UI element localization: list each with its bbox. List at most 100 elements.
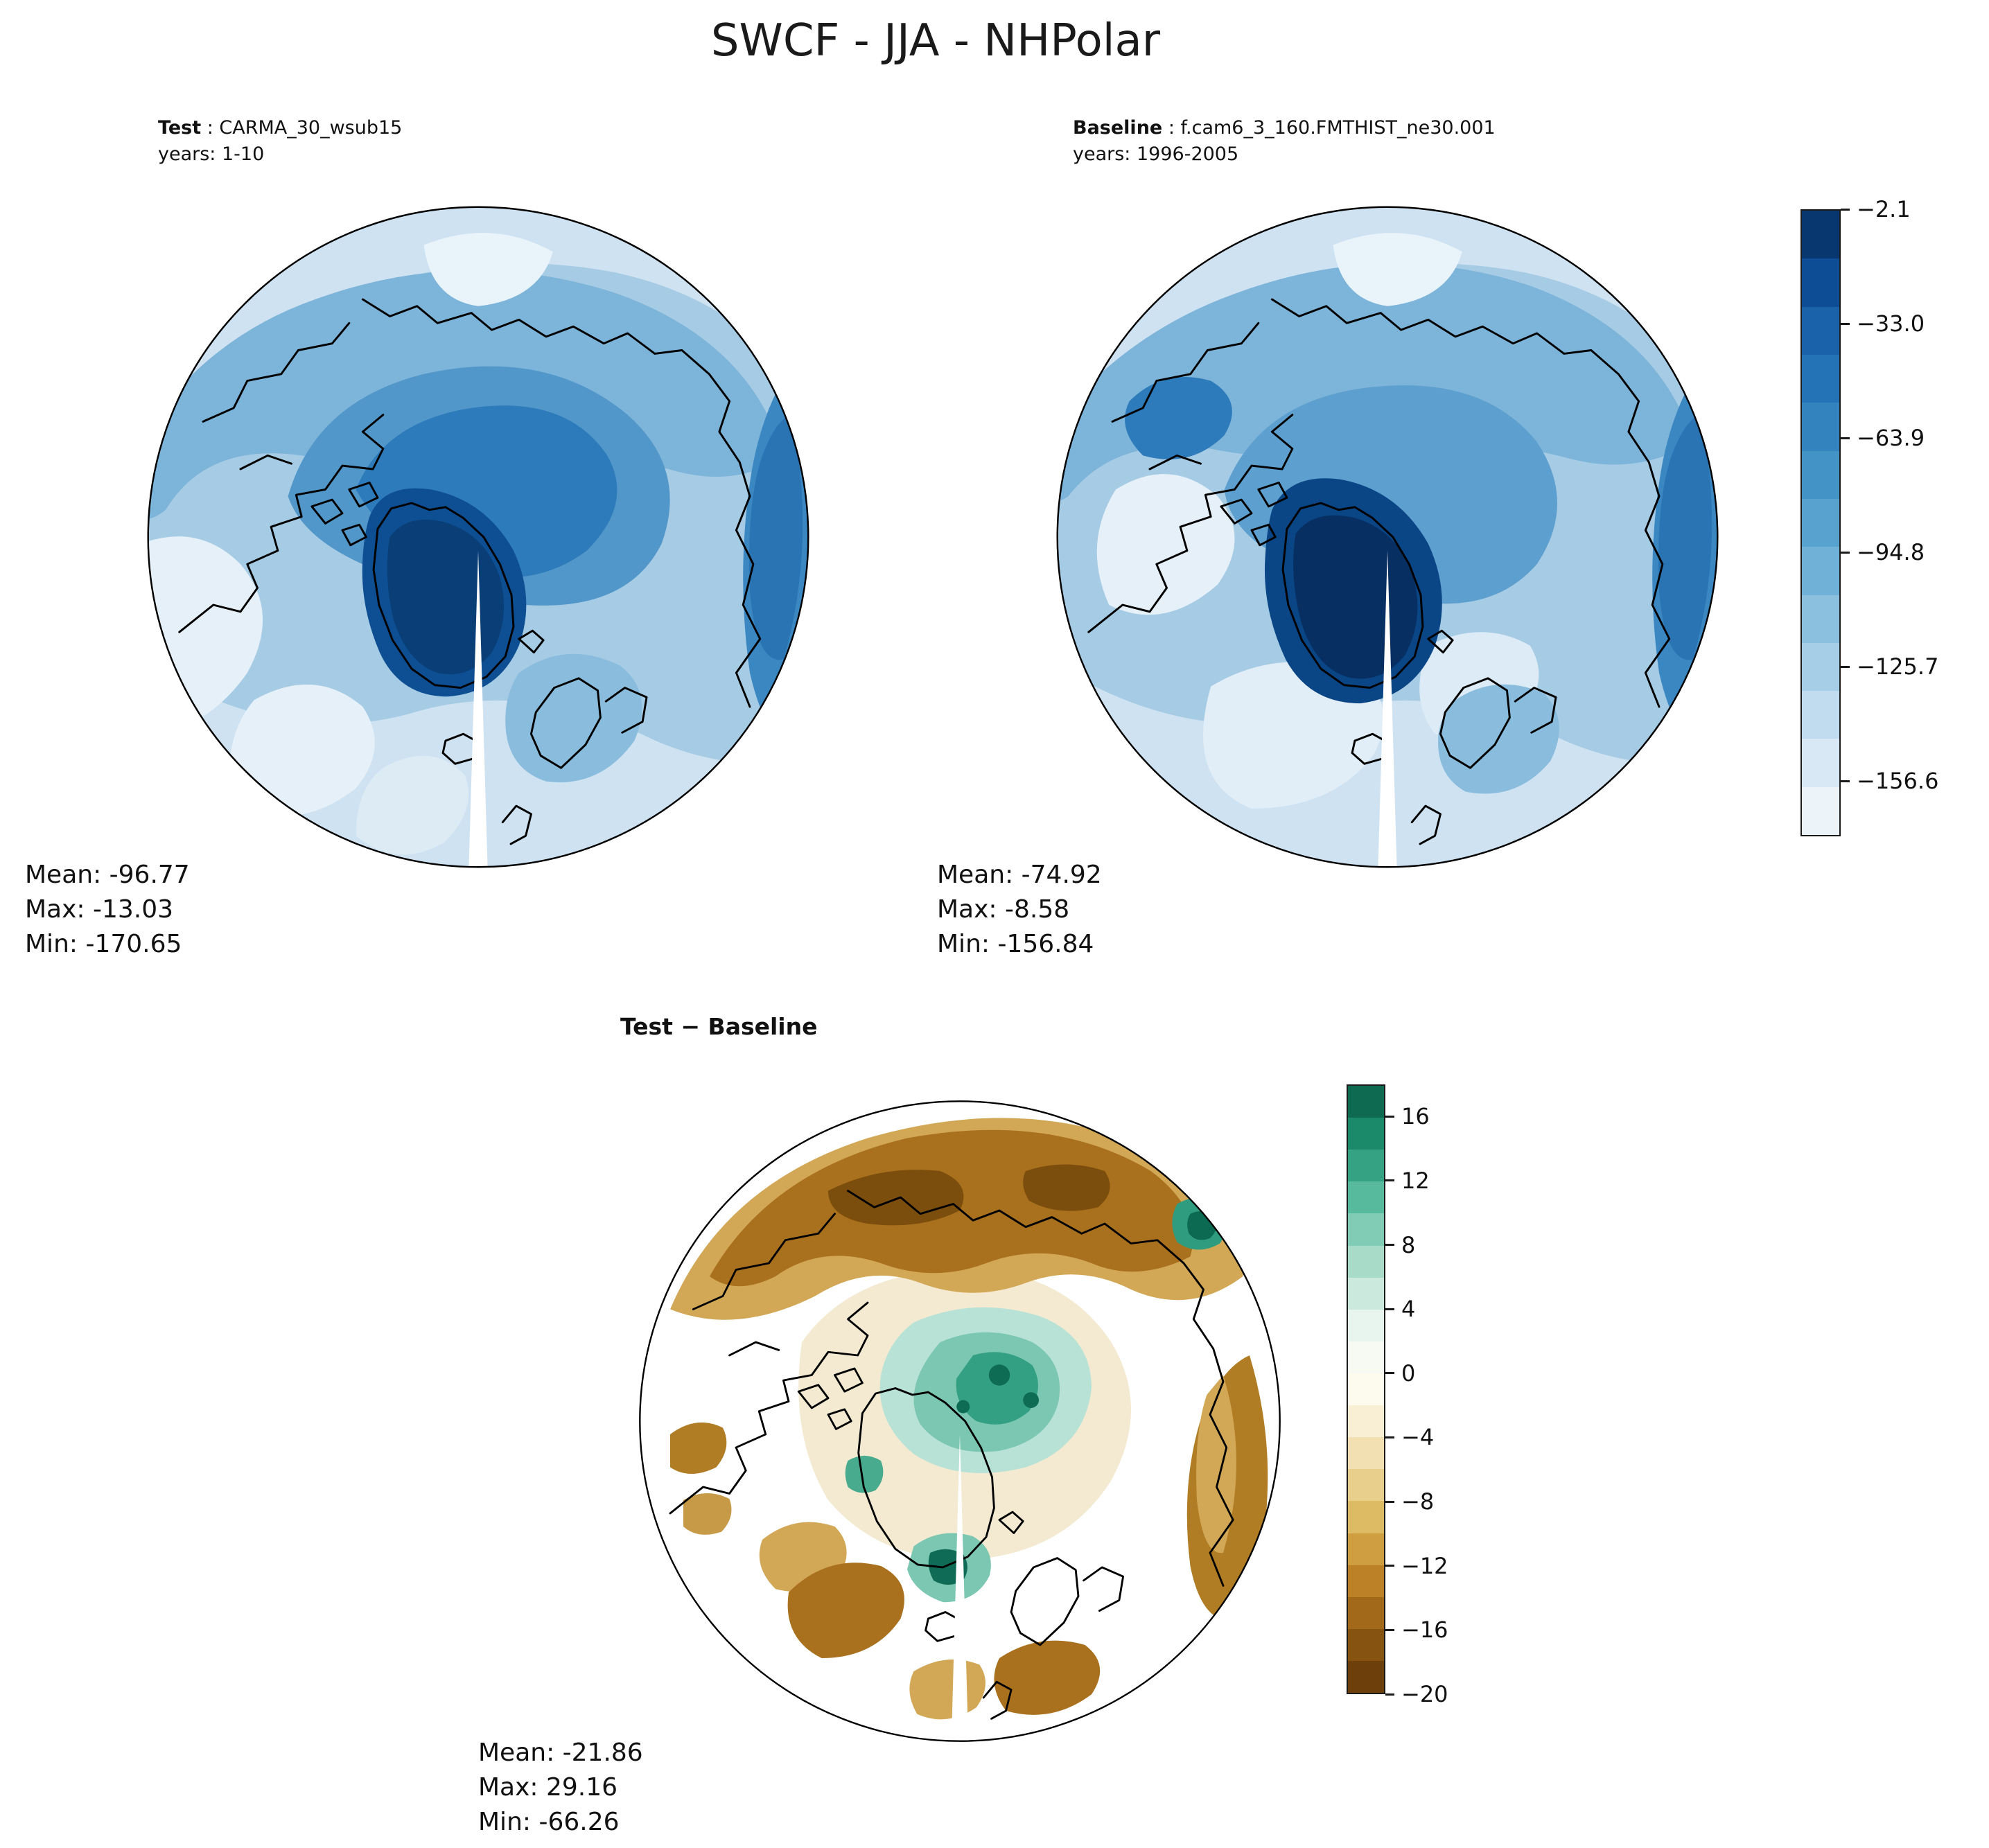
colorbar-tick-mark (1385, 1244, 1394, 1247)
diff-min: Min: -66.26 (478, 1808, 620, 1836)
colorbar-segment (1802, 450, 1839, 499)
colorbar-tick: −125.7 (1841, 653, 1938, 680)
colorbar-tick-mark (1385, 1179, 1394, 1182)
colorbar-tick-mark (1841, 437, 1850, 439)
test-max: Max: -13.03 (25, 895, 174, 924)
figure-title: SWCF - JJA - NHPolar (710, 15, 1161, 67)
colorbar-segment (1802, 403, 1839, 451)
colorbar-segment (1802, 595, 1839, 643)
colorbar-tick: −156.6 (1841, 768, 1938, 794)
colorbar-segment (1348, 1341, 1384, 1373)
baseline-mean: Mean: -74.92 (937, 861, 1102, 889)
colorbar-segment (1348, 1437, 1384, 1470)
colorbar-tick-mark (1841, 780, 1850, 782)
blues-colorbar: −2.1 −33.0 −63.9 −94.8 −125.7 −156.6 (1800, 196, 1938, 836)
colorbar-tick-label: −8 (1401, 1488, 1435, 1515)
colorbar-tick-label: −16 (1401, 1617, 1448, 1644)
colorbar-segment (1348, 1309, 1384, 1341)
test-years: years: 1-10 (158, 143, 265, 165)
colorbar-tick: −63.9 (1841, 425, 1925, 451)
colorbar-tick: 0 (1385, 1360, 1415, 1387)
colorbar-segment (1802, 547, 1839, 595)
baseline-panel-header: Baseline : f.cam6_3_160.FMTHIST_ne30.001… (1073, 115, 1496, 168)
colorbar-segment (1348, 1596, 1384, 1629)
colorbar-tick-label: 12 (1401, 1167, 1430, 1194)
colorbar-segment (1348, 1469, 1384, 1502)
colorbar-tick: −16 (1385, 1617, 1448, 1643)
map-boundary (1056, 206, 1719, 868)
colorbar-tick-label: 4 (1401, 1296, 1416, 1323)
colorbar-tick-mark (1385, 1372, 1394, 1375)
map-boundary (639, 1100, 1281, 1742)
colorbar-tick-mark (1841, 551, 1850, 554)
map-boundary (147, 206, 809, 868)
colorbar-segment (1802, 739, 1839, 787)
colorbar-segment (1802, 786, 1839, 836)
colorbar-tick: −8 (1385, 1488, 1434, 1515)
colorbar-tick-mark (1385, 1693, 1394, 1696)
colorbar-segment (1802, 258, 1839, 307)
diff-map (639, 1100, 1281, 1742)
colorbar-segment (1348, 1277, 1384, 1310)
colorbar-tick-label: −125.7 (1857, 653, 1939, 680)
baseline-run-name: : f.cam6_3_160.FMTHIST_ne30.001 (1162, 117, 1496, 139)
test-stats: Mean: -96.77 Max: -13.03 Min: -170.65 (25, 858, 190, 962)
baseline-max: Max: -8.58 (937, 895, 1070, 924)
colorbar-tick-mark (1841, 665, 1850, 668)
test-label: Test (158, 117, 202, 139)
colorbar-tick: 8 (1385, 1232, 1415, 1258)
diverging-colorbar: 16 12 8 4 0 −4 −8 −12 −16 −20 (1347, 1084, 1448, 1707)
colorbar-tick-label: −20 (1401, 1681, 1448, 1707)
baseline-stats: Mean: -74.92 Max: -8.58 Min: -156.84 (937, 858, 1102, 962)
colorbar-segment (1348, 1628, 1384, 1661)
colorbar-tick-mark (1385, 1500, 1394, 1503)
colorbar-segment (1348, 1501, 1384, 1533)
test-mean: Mean: -96.77 (25, 861, 190, 889)
colorbar-tick-mark (1385, 1115, 1394, 1118)
colorbar-tick-label: 0 (1401, 1359, 1416, 1387)
colorbar-tick: −20 (1385, 1681, 1448, 1707)
colorbar-tick-label: −33.0 (1857, 310, 1925, 337)
colorbar-tick-mark (1841, 208, 1850, 211)
test-run-line: Test : CARMA_30_wsub15 (158, 115, 402, 141)
colorbar-tick: 16 (1385, 1103, 1430, 1129)
colorbar-tick-label: −94.8 (1857, 539, 1925, 566)
diff-max: Max: 29.16 (478, 1773, 618, 1802)
test-min: Min: -170.65 (25, 930, 182, 958)
projection-seam (951, 1434, 969, 1741)
baseline-map (1056, 206, 1719, 868)
colorbar-segment (1802, 691, 1839, 739)
colorbar-tick-label: −2.1 (1857, 196, 1911, 222)
colorbar-tick-label: 16 (1401, 1103, 1430, 1130)
colorbar-tick-mark (1385, 1308, 1394, 1310)
diff-stats: Mean: -21.86 Max: 29.16 Min: -66.26 (478, 1736, 643, 1840)
diff-title: Test − Baseline (620, 1013, 818, 1040)
test-map (147, 206, 809, 868)
colorbar-segment (1348, 1181, 1384, 1214)
colorbar-segment (1802, 498, 1839, 547)
colorbar-segment (1802, 306, 1839, 355)
diff-mean: Mean: -21.86 (478, 1739, 643, 1767)
test-run-name: : CARMA_30_wsub15 (201, 117, 403, 139)
projection-seam (1378, 550, 1397, 868)
colorbar-tick-label: −4 (1401, 1424, 1435, 1451)
colorbar-segment (1348, 1213, 1384, 1246)
colorbar-segment (1348, 1086, 1384, 1118)
colorbar-tick-label: −63.9 (1857, 425, 1925, 452)
colorbar-segment (1348, 1660, 1384, 1693)
baseline-min: Min: -156.84 (937, 930, 1094, 958)
colorbar-segment (1802, 642, 1839, 692)
colorbar-tick: −12 (1385, 1553, 1448, 1579)
test-panel-header: Test : CARMA_30_wsub15 years: 1-10 (158, 115, 402, 168)
colorbar-segment (1348, 1118, 1384, 1150)
colorbar-segments (1800, 209, 1841, 836)
colorbar-tick: −4 (1385, 1424, 1434, 1450)
colorbar-segment (1348, 1405, 1384, 1438)
colorbar-segment (1802, 211, 1839, 259)
colorbar-tick-mark (1385, 1565, 1394, 1567)
colorbar-segments (1347, 1084, 1385, 1694)
colorbar-segment (1348, 1245, 1384, 1278)
colorbar-tick: −33.0 (1841, 310, 1925, 337)
colorbar-segment (1348, 1565, 1384, 1597)
